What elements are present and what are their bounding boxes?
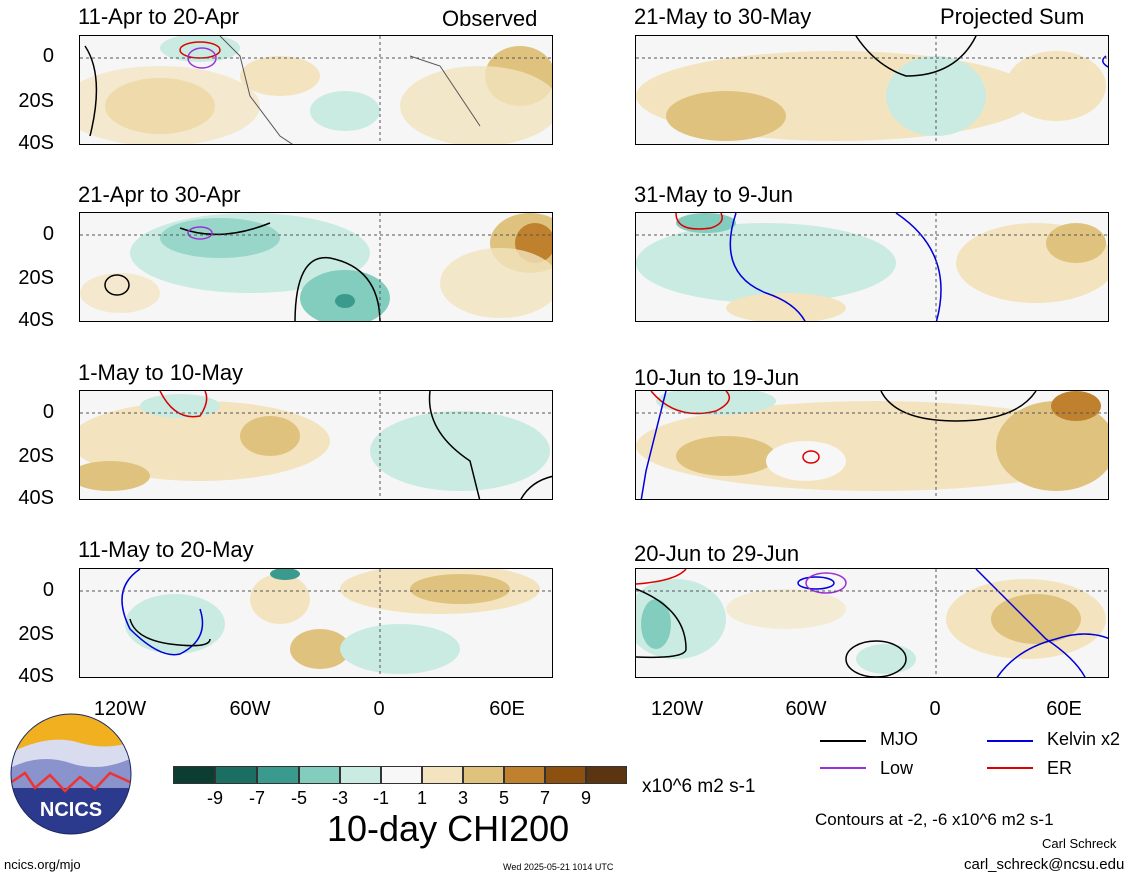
timestamp: Wed 2025-05-21 1014 UTC bbox=[503, 862, 614, 872]
xtick-60w-left: 60W bbox=[229, 698, 271, 720]
cbar-label-4: -1 bbox=[372, 788, 389, 808]
cbar-label-8: 7 bbox=[539, 788, 550, 808]
ytick-20s-p3: 20S bbox=[18, 445, 54, 467]
panel-title-8: 20-Jun to 29-Jun bbox=[634, 541, 800, 566]
cbar-label-2: -5 bbox=[290, 788, 307, 808]
cbar-label-1: -7 bbox=[248, 788, 265, 808]
ytick-40s-p1: 40S bbox=[18, 132, 54, 154]
ytick-40s-p3: 40S bbox=[18, 487, 54, 509]
cbar-swatch-8 bbox=[504, 766, 545, 784]
cbar-swatch-2 bbox=[257, 766, 299, 784]
cbar-swatch-9 bbox=[545, 766, 586, 784]
map-panel-1 bbox=[79, 35, 553, 145]
chart-title: 10-day CHI200 bbox=[327, 808, 570, 849]
ytick-20s-p1: 20S bbox=[18, 90, 54, 112]
cbar-label-9: 9 bbox=[580, 788, 591, 808]
map-panel-6 bbox=[635, 212, 1109, 322]
author-name: Carl Schreck bbox=[1042, 836, 1117, 851]
cbar-label-3: -3 bbox=[331, 788, 348, 808]
xtick-120w-left: 120W bbox=[93, 698, 147, 720]
panel-title-4: 11-May to 20-May bbox=[78, 537, 254, 562]
observed-header: Observed bbox=[442, 6, 538, 31]
cbar-label-7: 5 bbox=[498, 788, 509, 808]
legend-er-label: ER bbox=[1047, 758, 1073, 778]
cbar-label-0: -9 bbox=[206, 788, 223, 808]
ytick-40s-p4: 40S bbox=[18, 665, 54, 687]
cbar-swatch-7 bbox=[463, 766, 504, 784]
panel-title-5: 21-May to 30-May bbox=[634, 4, 812, 29]
projected-header: Projected Sum bbox=[940, 4, 1085, 29]
ytick-20s-p2: 20S bbox=[18, 267, 54, 289]
cbar-swatch-4 bbox=[340, 766, 381, 784]
panel-title-3: 1-May to 10-May bbox=[78, 360, 244, 385]
cbar-units: x10^6 m2 s-1 bbox=[642, 776, 756, 797]
xtick-60w-right: 60W bbox=[785, 698, 827, 720]
legend-kelvin-line bbox=[987, 740, 1033, 742]
map-panel-8 bbox=[635, 568, 1109, 678]
legend-low-line bbox=[820, 767, 866, 769]
ytick-0-p2: 0 bbox=[42, 223, 54, 245]
panel-title-6: 31-May to 9-Jun bbox=[634, 182, 793, 207]
cbar-label-5: 1 bbox=[416, 788, 427, 808]
legend-er-line bbox=[987, 767, 1033, 769]
ytick-20s-p4: 20S bbox=[18, 623, 54, 645]
legend-mjo-label: MJO bbox=[880, 729, 918, 749]
logo-text: NCICS bbox=[39, 799, 103, 821]
xtick-0-right: 0 bbox=[929, 698, 941, 720]
legend-kelvin-label: Kelvin x2 bbox=[1047, 729, 1121, 749]
map-panel-7 bbox=[635, 390, 1109, 500]
xtick-120w-right: 120W bbox=[650, 698, 704, 720]
ytick-0-p4: 0 bbox=[42, 579, 54, 601]
legend-mjo-line bbox=[820, 740, 866, 742]
contour-note: Contours at -2, -6 x10^6 m2 s-1 bbox=[815, 810, 1054, 829]
map-panel-4 bbox=[79, 568, 553, 678]
cbar-swatch-1 bbox=[215, 766, 257, 784]
ytick-40s-p2: 40S bbox=[18, 309, 54, 331]
legend-low-label: Low bbox=[880, 758, 914, 778]
panel-title-2: 21-Apr to 30-Apr bbox=[78, 182, 241, 207]
cbar-swatch-0 bbox=[173, 766, 215, 784]
ncics-logo: NCICS bbox=[10, 713, 132, 835]
cbar-swatch-5 bbox=[381, 766, 422, 784]
xtick-60e-right: 60E bbox=[1046, 698, 1082, 720]
panel-title-7: 10-Jun to 19-Jun bbox=[634, 365, 800, 390]
cbar-swatch-10 bbox=[586, 766, 627, 784]
ytick-0-p3: 0 bbox=[42, 401, 54, 423]
map-panel-2 bbox=[79, 212, 553, 322]
cbar-swatch-6 bbox=[422, 766, 463, 784]
ytick-0-p1: 0 bbox=[42, 45, 54, 67]
panel-title-1: 11-Apr to 20-Apr bbox=[78, 4, 240, 29]
website-link[interactable]: ncics.org/mjo bbox=[4, 857, 81, 872]
map-panel-5 bbox=[635, 35, 1109, 145]
cbar-label-6: 3 bbox=[457, 788, 468, 808]
author-email: carl_schreck@ncsu.edu bbox=[964, 856, 1125, 873]
map-panel-3 bbox=[79, 390, 553, 500]
xtick-0-left: 0 bbox=[373, 698, 385, 720]
xtick-60e-left: 60E bbox=[489, 698, 525, 720]
cbar-swatch-3 bbox=[299, 766, 340, 784]
